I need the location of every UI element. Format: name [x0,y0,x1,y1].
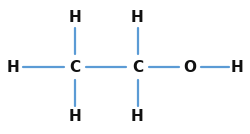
Text: C: C [132,59,143,75]
Text: H: H [131,10,144,25]
Text: H: H [6,59,19,75]
Text: O: O [184,59,196,75]
Text: H: H [68,10,82,25]
Text: H: H [231,59,244,75]
Text: C: C [70,59,80,75]
Text: H: H [131,109,144,124]
Text: H: H [68,109,82,124]
